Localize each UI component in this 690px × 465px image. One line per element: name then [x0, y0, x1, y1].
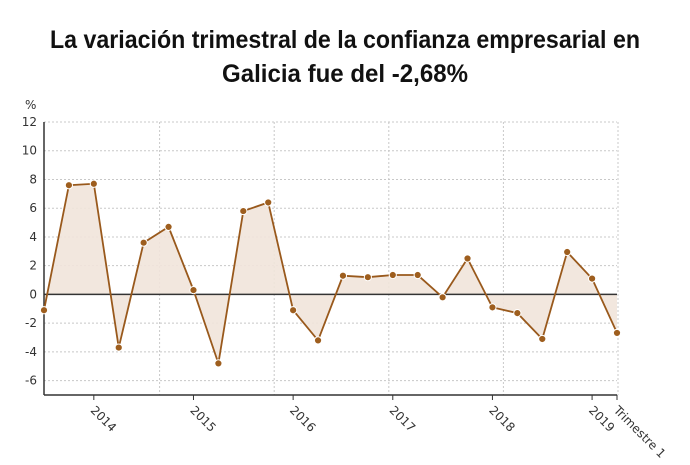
data-point: [388, 270, 397, 280]
data-point: [538, 334, 547, 344]
data-point: [139, 238, 148, 247]
data-point: [114, 343, 123, 352]
data-point: [264, 198, 273, 207]
data-point: [363, 273, 372, 282]
x-tick-label: 2017: [387, 403, 418, 434]
y-tick-label: -6: [25, 374, 37, 388]
grid: [44, 121, 619, 395]
data-point: [438, 293, 447, 302]
data-point: [89, 179, 98, 188]
data-point: [587, 274, 597, 283]
data-point: [39, 306, 49, 315]
area-fill: [44, 183, 617, 364]
data-point: [463, 254, 472, 263]
y-axis-ticks: 12 10 8 6 4 2 0 -2 -4 -6: [22, 115, 37, 388]
data-point: [563, 247, 572, 257]
x-tick-label: 2015: [187, 403, 218, 434]
data-point: [612, 328, 622, 338]
area-path: [44, 183, 617, 364]
data-point: [313, 336, 323, 345]
data-point: [189, 286, 198, 295]
x-tick-label: 2018: [486, 403, 517, 434]
x-tick-label: Trimestre 1: [610, 403, 668, 461]
data-point: [239, 206, 248, 216]
y-tick-label: -4: [25, 345, 37, 359]
data-point: [164, 222, 173, 231]
data-point: [513, 309, 522, 318]
axes: [43, 122, 617, 396]
data-point: [64, 181, 74, 190]
y-tick-label: 0: [29, 287, 37, 301]
y-axis-unit-label: %: [25, 98, 36, 112]
y-tick-label: 2: [29, 259, 37, 273]
data-point: [214, 359, 223, 368]
series-line: [39, 179, 622, 368]
chart-title-line-1: La variación trimestral de la confianza …: [50, 26, 640, 54]
x-tick-label: 2019: [586, 403, 617, 434]
x-tick-label: 2014: [88, 403, 119, 434]
data-point: [413, 270, 422, 280]
x-tick-label: 2016: [287, 403, 318, 434]
data-point: [488, 303, 497, 312]
y-tick-label: 12: [22, 115, 37, 129]
y-tick-label: 4: [29, 230, 37, 244]
y-tick-label: 6: [29, 201, 37, 215]
y-tick-label: 8: [29, 172, 37, 186]
data-point: [338, 271, 348, 280]
y-tick-label: 10: [22, 144, 37, 158]
series-polyline: [43, 182, 618, 364]
data-point: [289, 306, 298, 315]
y-tick-label: -2: [25, 316, 37, 330]
chart-title-line-2: Galicia fue del -2,68%: [222, 60, 468, 88]
